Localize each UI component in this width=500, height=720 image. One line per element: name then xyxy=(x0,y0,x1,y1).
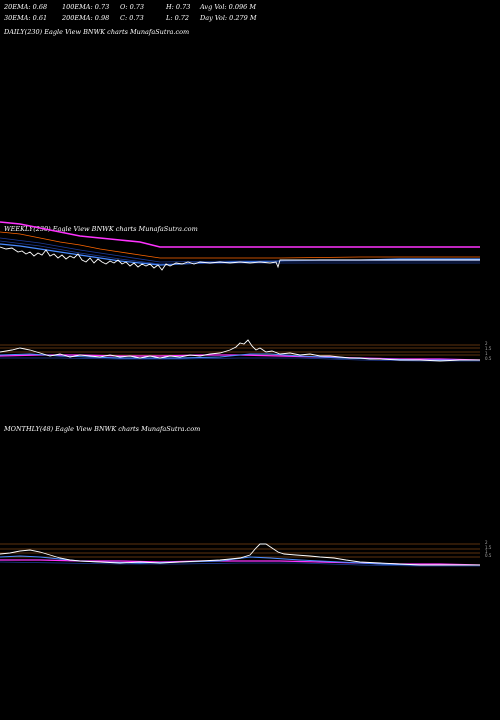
monthly-panel-label: MONTHLY(48) Eagle View BNWK charts Munaf… xyxy=(4,425,201,433)
daily-ema-mid-line xyxy=(0,231,480,259)
daily-ema-long-line xyxy=(0,221,480,248)
weekly-panel-label: WEEKLY(230) Eagle View BNWK charts Munaf… xyxy=(4,225,198,233)
monthly-ema-short-line xyxy=(0,555,480,566)
daily-price-line xyxy=(0,246,480,271)
monthly-band-line xyxy=(0,561,480,567)
weekly-y-ticks: 2 1.5 1 0.5 xyxy=(485,341,492,361)
daily-chart xyxy=(0,221,480,271)
monthly-price-line xyxy=(0,543,480,566)
monthly-tick-4: 0.5 xyxy=(485,553,492,558)
weekly-price-line xyxy=(0,339,480,362)
header-ema30: 30EMA: 0.61 xyxy=(4,14,48,22)
daily-band-line-2 xyxy=(0,240,480,265)
weekly-tick-2: 1.5 xyxy=(485,346,492,351)
header-open: O: 0.73 xyxy=(120,3,145,11)
weekly-tick-4: 0.5 xyxy=(485,356,492,361)
monthly-tick-2: 1.5 xyxy=(485,545,492,550)
weekly-band-line xyxy=(0,357,480,362)
header-ema100: 100EMA: 0.73 xyxy=(62,3,110,11)
header-high: H: 0.73 xyxy=(166,3,191,11)
header-low: L: 0.72 xyxy=(166,14,190,22)
header-close: C: 0.73 xyxy=(120,14,144,22)
weekly-tick-3: 1 xyxy=(485,351,488,356)
header-ema200: 200EMA: 0.98 xyxy=(62,14,110,22)
daily-panel-label: DAILY(230) Eagle View BNWK charts Munafa… xyxy=(4,28,190,36)
monthly-tick-3: 1 xyxy=(485,549,488,554)
weekly-chart: 2 1.5 1 0.5 xyxy=(0,339,492,362)
weekly-ema-short-line xyxy=(0,353,480,361)
header-ema20: 20EMA: 0.68 xyxy=(4,3,48,11)
monthly-chart: 2 1.5 1 0.5 xyxy=(0,540,492,567)
header-dayvol: Day Vol: 0.279 M xyxy=(200,14,257,22)
daily-band-line-1 xyxy=(0,237,480,263)
monthly-tick-1: 2 xyxy=(485,540,488,545)
monthly-y-ticks: 2 1.5 1 0.5 xyxy=(485,540,492,558)
header-avgvol: Avg Vol: 0.096 M xyxy=(200,3,257,11)
weekly-tick-1: 2 xyxy=(485,341,488,346)
